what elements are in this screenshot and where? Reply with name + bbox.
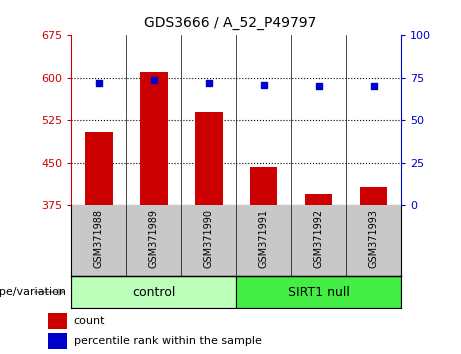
Bar [360, 187, 387, 205]
Bar [48, 313, 67, 329]
Bar [250, 167, 278, 205]
Text: control: control [132, 286, 176, 298]
Bar [71, 276, 236, 308]
Bar [195, 112, 223, 205]
Point [95, 80, 103, 86]
Text: percentile rank within the sample: percentile rank within the sample [74, 336, 262, 346]
Point [260, 82, 267, 87]
Point [315, 84, 322, 89]
Text: GSM371988: GSM371988 [94, 209, 104, 268]
Bar [140, 72, 168, 205]
Text: GDS3666 / A_52_P49797: GDS3666 / A_52_P49797 [144, 16, 317, 30]
Bar [305, 194, 332, 205]
Text: SIRT1 null: SIRT1 null [288, 286, 349, 298]
Bar [85, 132, 112, 205]
Text: GSM371993: GSM371993 [369, 209, 378, 268]
Text: GSM371990: GSM371990 [204, 209, 214, 268]
Bar [236, 276, 401, 308]
Text: GSM371991: GSM371991 [259, 209, 269, 268]
Text: count: count [74, 316, 105, 326]
Point [205, 80, 213, 86]
Text: genotype/variation: genotype/variation [0, 287, 67, 297]
Text: GSM371992: GSM371992 [313, 209, 324, 268]
Point [370, 84, 377, 89]
Text: GSM371989: GSM371989 [149, 209, 159, 268]
Point [150, 77, 158, 82]
Bar [48, 333, 67, 349]
